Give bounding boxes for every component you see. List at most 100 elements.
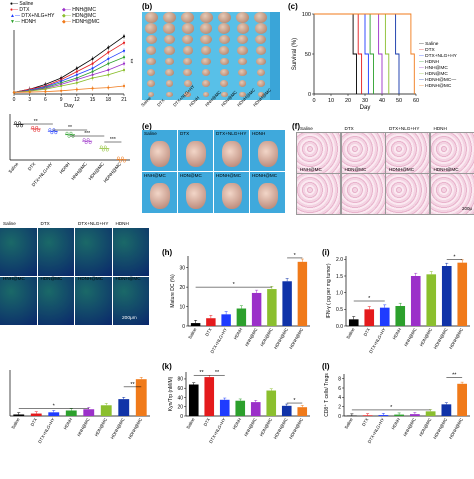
x-tick-label: DTX [362,327,371,337]
data-point [107,69,109,71]
y-tick-label: 2.0 [336,257,343,263]
histology-label: HNH@MC [300,167,322,172]
x-tick-label: 6 [44,97,47,103]
sig-a: ** [126,59,132,64]
tumor-sample [164,46,174,55]
fluorescence-image: HDNH@MC [75,277,112,325]
tumor-sample [201,58,210,66]
data-point [87,138,89,140]
legend-c-label: DTX+NLG+HY [425,54,457,59]
x-tick-label: HNH@MC [403,327,418,347]
lung-photo: Saline [142,130,177,171]
histology-image: HDNH@MC [385,173,430,215]
legend-c-label: HDNH [425,60,439,65]
bar [442,266,452,326]
tumor-sample [165,58,174,66]
bar [13,414,24,416]
panel-label-k: (k) [162,362,172,371]
data-point [44,91,46,93]
lung-photo: DTX [178,130,213,171]
tumor-sample [256,46,266,55]
tumor-sample [146,46,156,55]
tumor-sample [146,58,155,66]
tumor-sample [218,12,231,23]
y-tick-label: 0.0 [336,324,343,330]
y-tick-label: 0.5 [336,307,343,313]
y-tick-label: 1.0 [336,290,343,296]
data-point [91,77,93,79]
tumor-sample [238,58,247,66]
lung-photo-label: HDNH@MC [252,173,277,178]
data-point [85,141,87,143]
histology-label: HDNH@MC [389,167,414,172]
x-tick-label: HDNH@MC [432,417,448,440]
data-point [66,132,68,134]
tumor-sample [146,35,157,45]
data-point [32,126,34,128]
x-tick-label: 50 [396,98,402,104]
x-tick-label: HNH@MC [70,161,88,181]
scale-label: 200μm [122,316,137,321]
bar [395,306,405,326]
tumor-sample [202,69,211,76]
x-tick-label: HDNH@MC [127,417,143,440]
fluorescence-image: DTX+NLG+HY [75,228,112,276]
data-point [102,149,104,151]
data-point [34,129,36,131]
histology-label: DTX [345,126,354,131]
x-tick-label: HNH@MC [244,327,259,347]
data-point [89,141,91,143]
x-tick-label: HDN@MC [259,327,274,347]
data-point [117,157,119,159]
histology-label: HDNH [434,126,447,131]
data-point [18,122,20,124]
sig-label: *** [84,131,90,137]
tumor-sample [237,23,249,33]
data-point [123,56,125,58]
data-point [29,91,31,93]
sig-label: *** [110,137,116,143]
tumor-sample [200,35,211,45]
panel-label-c: (c) [288,2,298,11]
bar [206,318,215,326]
data-point [55,132,57,134]
bar [380,308,390,326]
lung-image [222,183,242,209]
tumor-sample [219,35,230,45]
panel-label-h: (h) [162,248,172,257]
bar [457,384,467,416]
x-tick-label: DTX+NLG+HY [209,327,228,354]
x-tick-label: HDN@MC [259,417,274,437]
data-point [107,47,109,49]
legend-a-item-hdnhmc: ◆— HDNH@MC [62,19,100,25]
x-axis-label: Day [360,105,371,111]
lung-photo-label: HDNH@MC [216,173,241,178]
x-tick-label: HDNH [63,417,74,430]
panel-label-b: (b) [142,2,152,11]
data-point [104,146,106,148]
bar [267,289,276,326]
x-tick-label: 40 [379,98,385,104]
data-point [51,132,53,134]
bar [83,409,94,416]
bar [266,391,276,416]
y-axis-label: Mature DC (%) [170,274,176,308]
x-tick-label: DTX [27,161,37,171]
tumor-sample [164,35,175,45]
panel-label-l: (l) [322,362,330,371]
lung-image [186,141,206,167]
x-tick-label: HDNH@MC [273,417,289,440]
tumor-sample [257,69,266,76]
fluorescence-label: DTX+NLG+HY [78,221,108,226]
tumor-sample [220,80,228,86]
tumor-sample [183,46,193,55]
y-tick-label: 20 [179,285,185,291]
